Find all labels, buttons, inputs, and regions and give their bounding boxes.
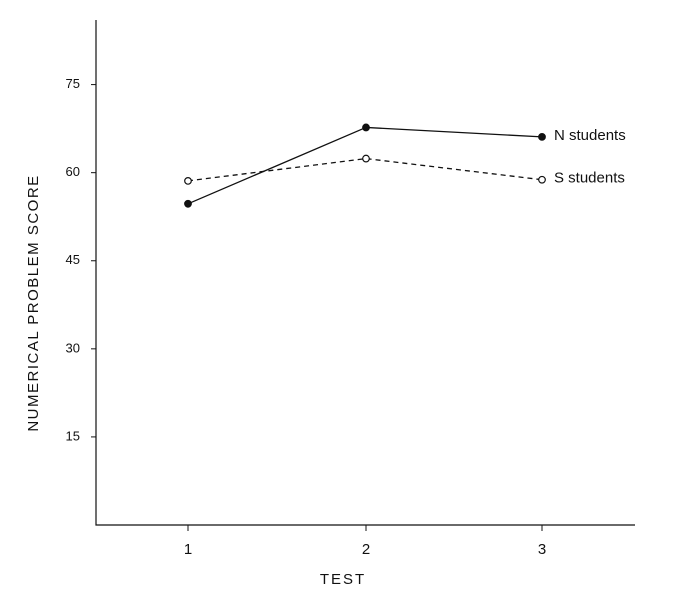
marker: [362, 123, 370, 132]
y-tick-label: 30: [66, 340, 80, 355]
marker: [538, 175, 546, 184]
marker: [362, 154, 370, 163]
x-tick-label: 2: [362, 541, 370, 558]
axes: [95, 20, 635, 526]
marker: [184, 176, 192, 185]
y-tick-label: 75: [66, 76, 80, 91]
y-tick-label: 15: [66, 428, 80, 443]
series-label: S students: [554, 170, 625, 187]
series-line: [187, 126, 543, 205]
x-axis-label: TEST: [320, 571, 366, 588]
marker: [538, 132, 546, 141]
y-tick-label: 45: [66, 252, 80, 267]
y-tick-label: 60: [66, 164, 80, 179]
series-line: [187, 157, 543, 182]
x-tick-label: 3: [538, 541, 546, 558]
series-label: N students: [554, 127, 626, 144]
x-tick-label: 1: [184, 541, 192, 558]
marker: [184, 199, 192, 208]
y-axis-label: NUMERICAL PROBLEM SCORE: [25, 174, 42, 431]
